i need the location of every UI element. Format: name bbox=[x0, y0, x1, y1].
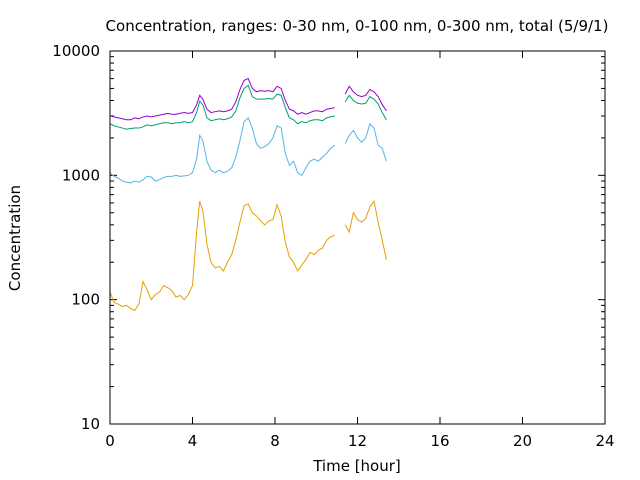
series-line-4 bbox=[109, 77, 387, 121]
x-tick-label: 12 bbox=[348, 432, 367, 450]
y-tick-label: 100 bbox=[71, 291, 100, 309]
y-tick-label: 10000 bbox=[52, 42, 100, 60]
chart-title: Concentration, ranges: 0-30 nm, 0-100 nm… bbox=[106, 17, 609, 35]
x-tick-label: 0 bbox=[105, 432, 115, 450]
series-line-3 bbox=[109, 84, 387, 130]
x-tick-label: 20 bbox=[513, 432, 532, 450]
series-group bbox=[109, 77, 387, 312]
y-axis-label: Concentration bbox=[6, 185, 24, 291]
x-tick-label: 16 bbox=[430, 432, 449, 450]
series-line-1 bbox=[109, 199, 387, 312]
y-tick-label: 1000 bbox=[62, 166, 100, 184]
axis-ticks: 0 4 8 12 16 20 24 10 100 1000 10000 bbox=[52, 42, 614, 450]
x-axis-label: Time [hour] bbox=[312, 457, 401, 475]
x-tick-label: 24 bbox=[595, 432, 614, 450]
y-tick-label: 10 bbox=[81, 415, 100, 433]
series-line-2 bbox=[109, 116, 387, 184]
x-tick-label: 8 bbox=[270, 432, 280, 450]
x-tick-label: 4 bbox=[188, 432, 198, 450]
plot-frame bbox=[109, 50, 606, 425]
